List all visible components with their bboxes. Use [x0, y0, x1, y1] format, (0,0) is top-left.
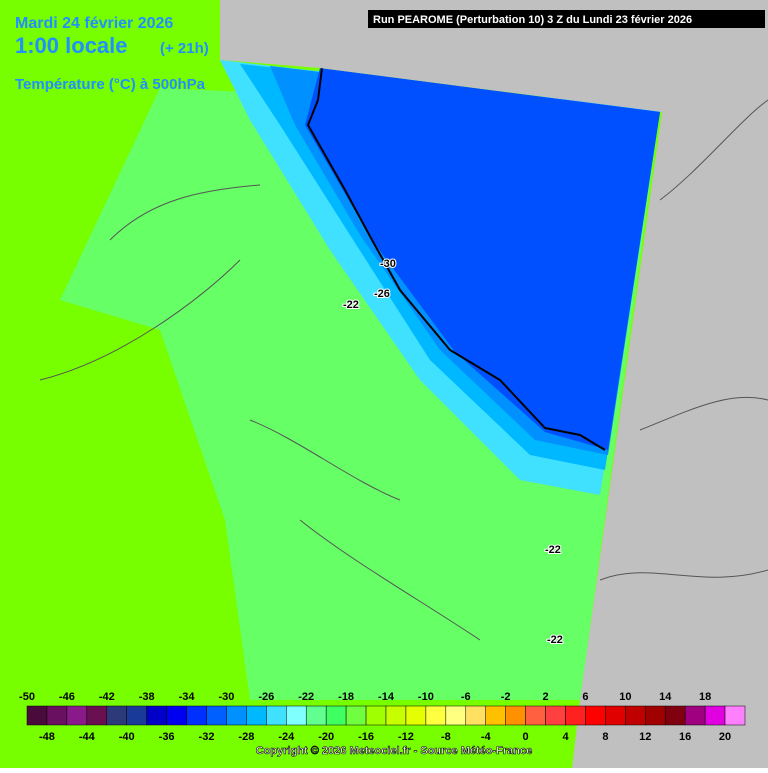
legend-swatch — [26, 705, 48, 726]
legend-label: -8 — [441, 731, 451, 743]
legend-swatch — [485, 705, 506, 726]
local-time: 1:00 locale — [15, 33, 128, 58]
legend-label: -22 — [298, 691, 314, 703]
legend-label: -10 — [418, 691, 434, 703]
legend-label: -26 — [258, 691, 274, 703]
legend-label: -16 — [358, 731, 374, 743]
legend-swatch — [565, 705, 586, 726]
legend-label: -28 — [238, 731, 254, 743]
legend-swatch — [724, 705, 746, 726]
legend-label: -20 — [318, 731, 334, 743]
legend-label: -12 — [398, 731, 414, 743]
legend-label: 14 — [659, 691, 672, 703]
legend-label: -18 — [338, 691, 354, 703]
legend-label: -50 — [19, 691, 35, 703]
legend-swatch — [664, 705, 686, 726]
copyright: Copyright © 2026 Meteociel.fr - Source M… — [256, 745, 532, 757]
legend-swatch — [505, 705, 526, 726]
lead-time: (+ 21h) — [160, 40, 209, 57]
legend-label: 12 — [639, 731, 651, 743]
legend-label: -14 — [378, 691, 395, 703]
legend-swatch — [585, 705, 606, 726]
legend-label: -46 — [59, 691, 75, 703]
legend-label: -24 — [278, 731, 295, 743]
legend-label: -30 — [218, 691, 234, 703]
date: Mardi 24 février 2026 — [15, 15, 173, 32]
legend-swatch — [206, 705, 227, 726]
legend-swatch — [86, 705, 108, 726]
legend-label: -40 — [119, 731, 135, 743]
legend-swatch — [66, 705, 88, 726]
field-name: Température (°C) à 500hPa — [15, 76, 206, 93]
legend-swatch — [365, 705, 387, 726]
legend-label: 8 — [602, 731, 608, 743]
legend-swatch — [146, 705, 167, 726]
legend-swatch — [625, 705, 646, 726]
legend-label: -38 — [139, 691, 155, 703]
legend-label: -6 — [461, 691, 471, 703]
legend-swatch — [246, 705, 267, 726]
legend-label: 18 — [699, 691, 711, 703]
contour-label: -22 — [545, 544, 561, 556]
legend-swatch — [186, 705, 207, 726]
legend-swatch — [325, 705, 347, 726]
run-box — [368, 10, 765, 28]
legend-label: -4 — [481, 731, 492, 743]
legend-swatch — [345, 705, 367, 726]
legend-label: -44 — [79, 731, 96, 743]
legend-label: 6 — [582, 691, 588, 703]
legend-label: 4 — [562, 731, 569, 743]
legend-swatch — [684, 705, 706, 726]
legend-swatch — [605, 705, 626, 726]
legend-label: 20 — [719, 731, 731, 743]
legend-swatch — [405, 705, 427, 726]
legend-swatch — [385, 705, 407, 726]
contour-line — [306, 67, 606, 451]
legend-swatch — [46, 705, 68, 726]
legend-swatch — [445, 705, 467, 726]
contour-label: -22 — [343, 299, 359, 311]
legend: -50-48-46-44-42-40-38-36-34-32-30-28-26-… — [19, 691, 746, 743]
contour-label: -26 — [374, 288, 390, 300]
run-info: Run PEAROME (Perturbation 10) 3 Z du Lun… — [373, 14, 692, 26]
legend-label: -42 — [99, 691, 115, 703]
legend-label: -32 — [199, 731, 215, 743]
legend-label: 10 — [619, 691, 631, 703]
legend-swatch — [286, 705, 307, 726]
contour-label: -22 — [547, 634, 563, 646]
legend-swatch — [266, 705, 287, 726]
legend-swatch — [645, 705, 666, 726]
legend-label: -2 — [501, 691, 511, 703]
contour-label: -30 — [380, 258, 396, 270]
legend-label: -36 — [159, 731, 175, 743]
legend-label: 2 — [542, 691, 548, 703]
legend-label: -48 — [39, 731, 55, 743]
temp-zone — [305, 68, 660, 450]
legend-swatch — [465, 705, 486, 726]
borders — [39, 99, 768, 641]
legend-swatch — [166, 705, 187, 726]
legend-swatch — [425, 705, 447, 726]
legend-swatch — [704, 705, 726, 726]
legend-label: 0 — [523, 731, 529, 743]
legend-swatch — [226, 705, 247, 726]
outside-domain — [220, 0, 768, 768]
legend-swatch — [106, 705, 127, 726]
legend-swatch — [525, 705, 546, 726]
legend-label: -34 — [179, 691, 196, 703]
legend-swatch — [545, 705, 566, 726]
legend-label: 16 — [679, 731, 691, 743]
legend-swatch — [126, 705, 147, 726]
legend-swatch — [305, 705, 327, 726]
